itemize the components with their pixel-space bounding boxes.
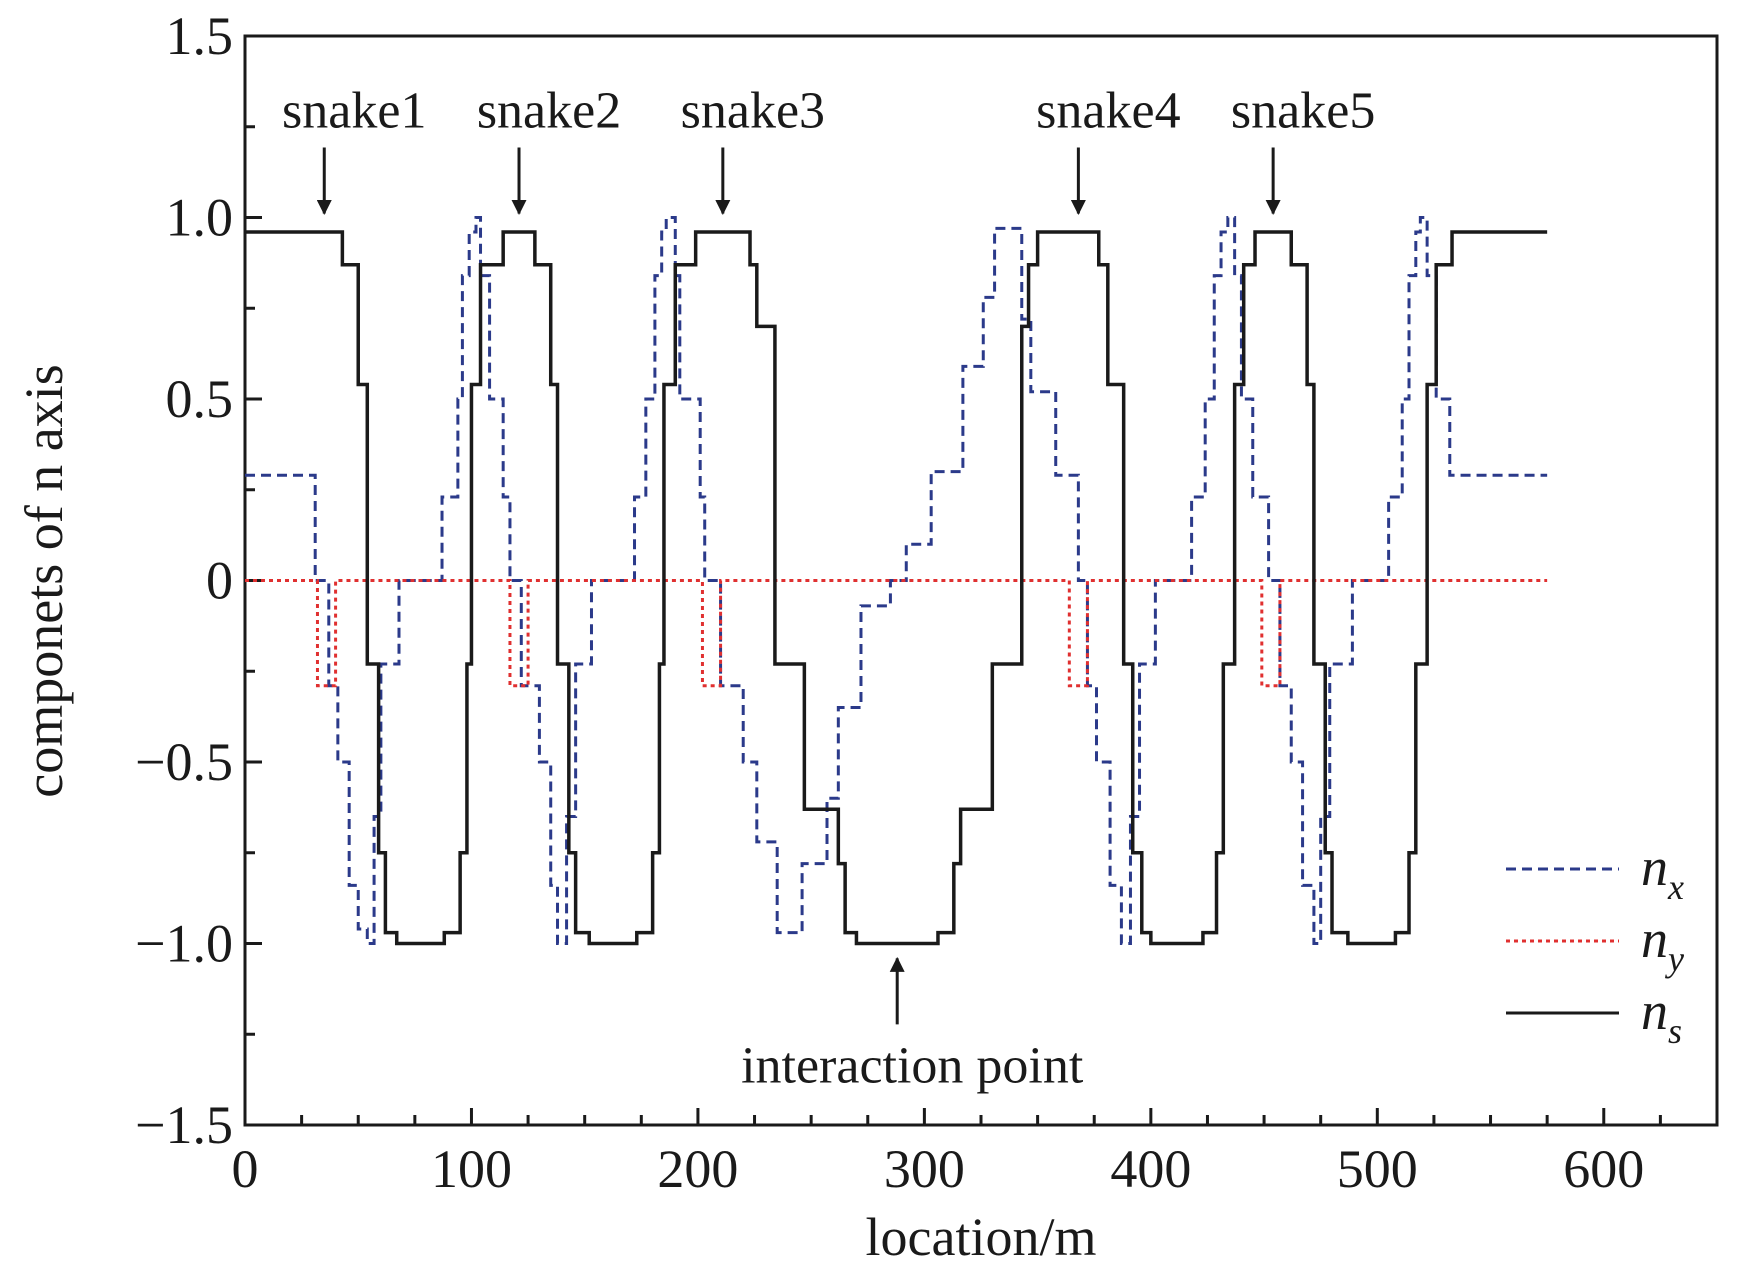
annotation-label: snake1	[282, 83, 426, 140]
y-tick-label: 0	[206, 551, 233, 611]
x-tick-label: 600	[1563, 1139, 1644, 1199]
y-tick-label: −0.5	[135, 732, 233, 792]
y-tick-label: 1.0	[166, 188, 234, 248]
legend-label: ns	[1641, 981, 1682, 1051]
annotation-label: interaction point	[741, 1037, 1084, 1094]
y-tick-label: 0.5	[166, 369, 234, 429]
x-tick-label: 0	[232, 1139, 259, 1199]
annotation-label: snake3	[681, 83, 825, 140]
series-line	[245, 230, 1548, 946]
x-tick-label: 300	[884, 1139, 965, 1199]
y-tick-label: −1.0	[135, 914, 233, 974]
x-tick-label: 100	[431, 1139, 512, 1199]
series-line	[245, 579, 1548, 688]
x-axis-label: location/m	[866, 1207, 1097, 1267]
x-tick-label: 400	[1110, 1139, 1191, 1199]
legend-label: ny	[1641, 909, 1684, 979]
x-tick-label: 500	[1337, 1139, 1418, 1199]
annotation-label: snake4	[1036, 83, 1180, 140]
y-axis-label: componets of n axis	[14, 364, 74, 797]
y-tick-label: 1.5	[166, 6, 234, 66]
series-line	[245, 216, 1548, 945]
y-tick-label: −1.5	[135, 1095, 233, 1155]
legend-label: nx	[1641, 837, 1684, 907]
plot-frame	[243, 34, 1719, 1127]
x-tick-label: 200	[657, 1139, 738, 1199]
annotation-label: snake5	[1231, 83, 1375, 140]
annotation-label: snake2	[477, 83, 621, 140]
